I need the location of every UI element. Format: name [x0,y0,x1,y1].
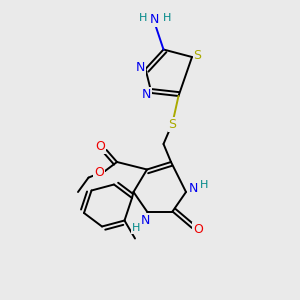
Text: N: N [135,61,145,74]
Text: O: O [193,223,203,236]
Text: N: N [150,13,159,26]
Text: N: N [189,182,198,196]
Text: S: S [194,49,201,62]
Text: N: N [141,88,151,101]
Text: N: N [141,214,150,227]
Text: O: O [94,166,104,179]
Text: H: H [163,13,172,23]
Text: H: H [131,223,140,233]
Text: S: S [169,118,176,131]
Text: H: H [200,180,208,190]
Text: O: O [96,140,105,153]
Text: H: H [139,13,148,23]
